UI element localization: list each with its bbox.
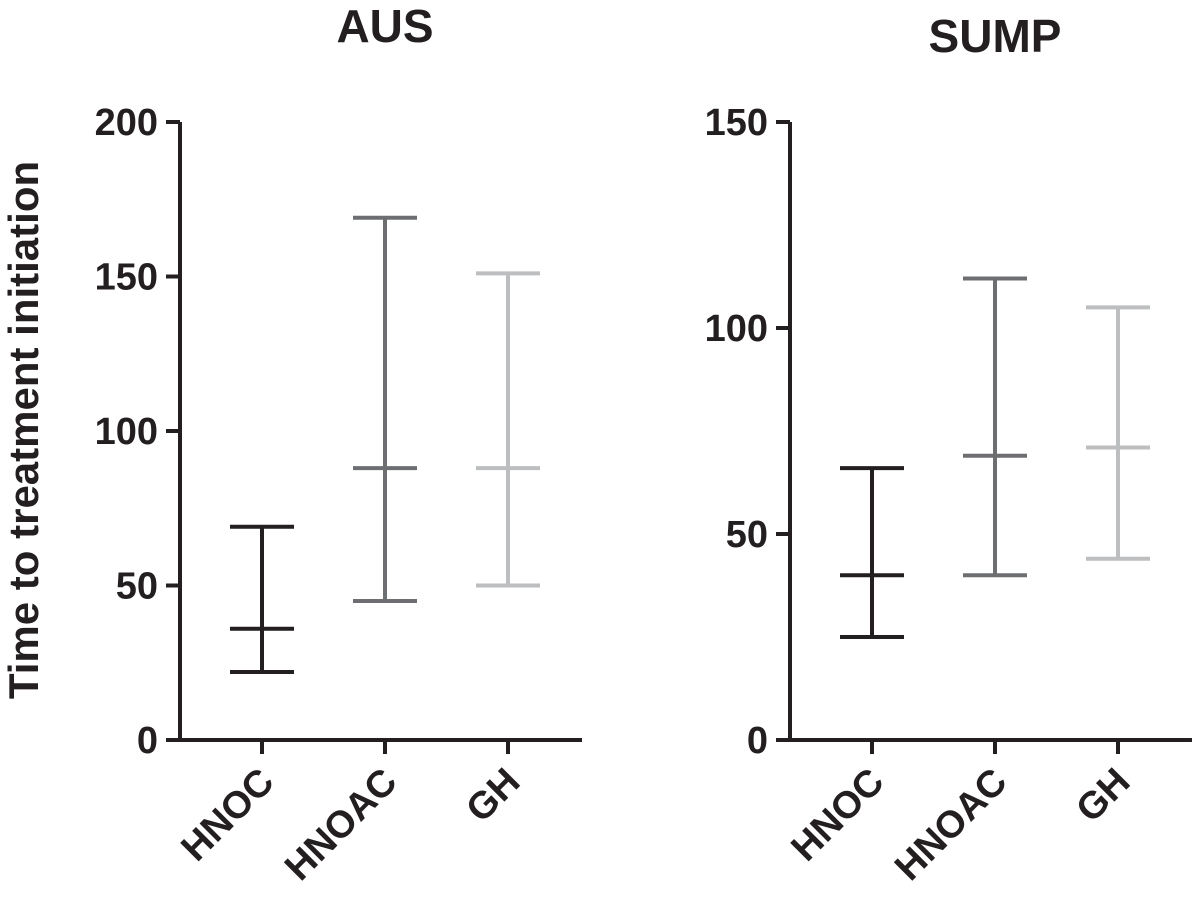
error-bar-hnoc <box>840 466 904 639</box>
panel-title: AUS <box>336 0 433 52</box>
error-bar-gh <box>476 271 540 588</box>
y-tick-label: 150 <box>705 102 768 144</box>
y-tick-label: 0 <box>137 720 158 762</box>
panel-title: SUMP <box>929 10 1062 62</box>
x-tick-label: GH <box>1068 761 1138 831</box>
x-tick-label: HNOC <box>784 761 893 870</box>
y-tick-label: 50 <box>726 514 768 556</box>
y-tick-label: 150 <box>95 257 158 299</box>
y-tick-label: 100 <box>705 308 768 350</box>
x-tick-label: GH <box>458 761 528 831</box>
y-axis-label: Time to treatment initiation <box>0 161 47 699</box>
error-bar-gh <box>1086 305 1150 561</box>
error-bar-hnoac <box>353 215 417 603</box>
x-tick-label: HNOC <box>174 761 283 870</box>
y-tick-label: 50 <box>116 566 158 608</box>
y-tick-label: 100 <box>95 411 158 453</box>
y-tick-label: 0 <box>747 720 768 762</box>
error-bar-hnoc <box>230 524 294 675</box>
error-bar-hnoac <box>963 276 1027 578</box>
y-tick-label: 200 <box>95 102 158 144</box>
x-tick-label: HNOAC <box>277 761 405 889</box>
x-tick-label: HNOAC <box>887 761 1015 889</box>
